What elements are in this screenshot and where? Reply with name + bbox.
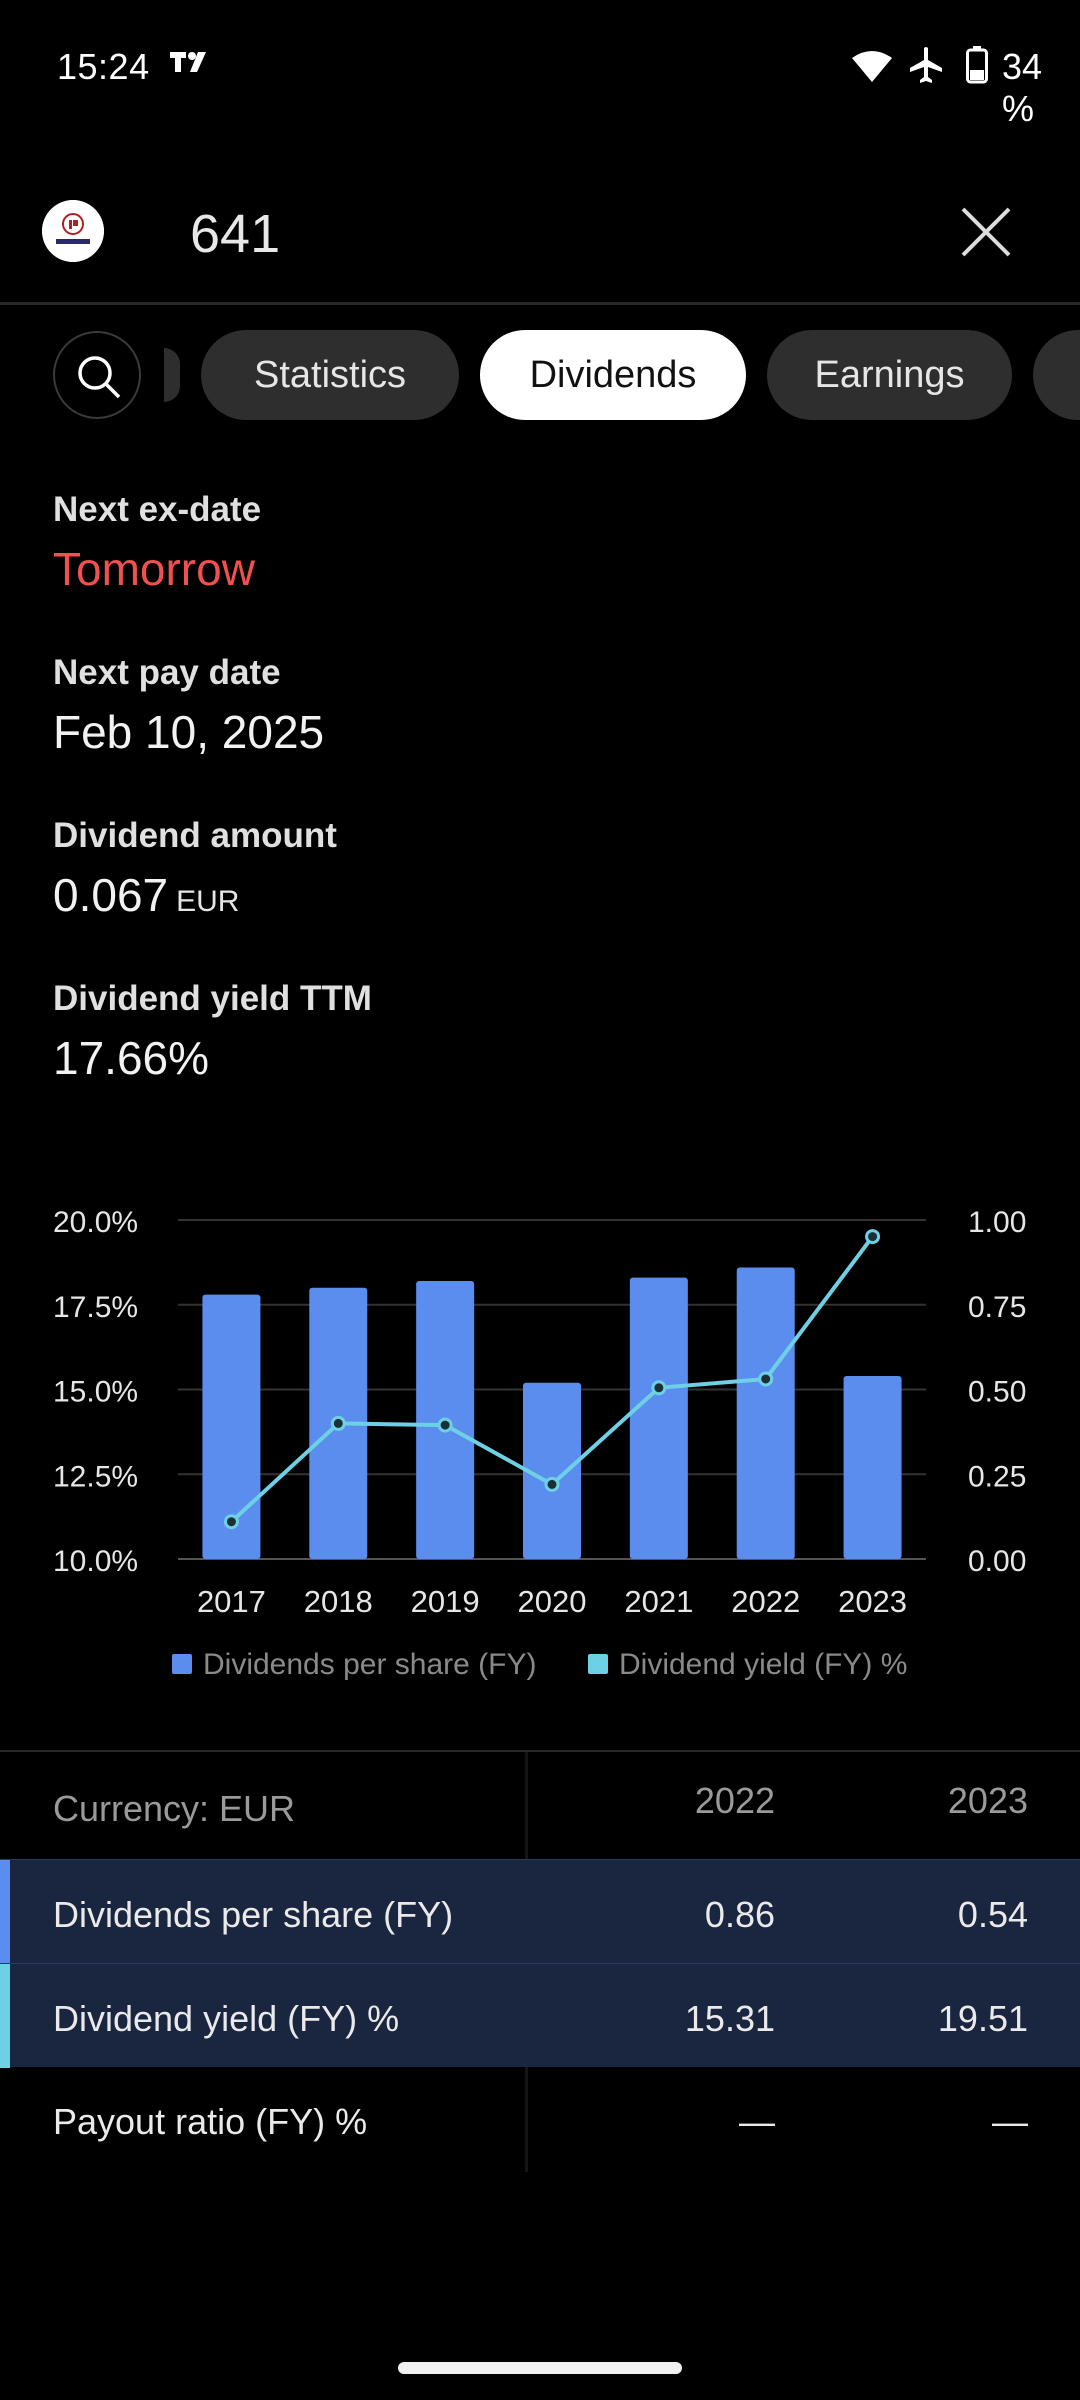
search-button[interactable] — [53, 331, 141, 419]
legend-label: Dividend yield (FY) % — [619, 1648, 907, 1681]
next-pay-date-value: Feb 10, 2025 — [53, 706, 325, 758]
point-dividend-yield — [223, 1514, 239, 1530]
x-tick-label: 2019 — [411, 1584, 480, 1619]
next-pay-date-label: Next pay date — [53, 653, 281, 692]
row-label: Payout ratio (FY) % — [53, 2101, 368, 2142]
year-column-header: 2023 — [947, 1780, 1028, 1821]
dividend-15-logo[interactable] — [42, 200, 104, 262]
tab-label: Earnings — [814, 353, 965, 396]
dividend-amount-unit: EUR — [176, 885, 240, 918]
bar-dividend-per-share — [523, 1382, 581, 1559]
point-dividend-yield — [544, 1476, 560, 1492]
x-tick-label: 2022 — [731, 1584, 800, 1619]
y-right-tick-label: 0.00 — [968, 1545, 1026, 1578]
y-right-tick-label: 0.50 — [968, 1376, 1026, 1409]
year-column-header: 2022 — [694, 1780, 775, 1821]
row-label: Dividend yield (FY) % — [53, 1998, 400, 2039]
x-tick-label: 2017 — [197, 1584, 266, 1619]
tab-next[interactable] — [1033, 330, 1080, 420]
close-button[interactable] — [955, 201, 1017, 263]
home-indicator[interactable] — [398, 2362, 682, 2374]
bar-dividend-per-share — [629, 1277, 688, 1559]
dividend-amount-label: Dividend amount — [53, 816, 337, 855]
symbol-header: 641 — [0, 175, 1080, 305]
legend-label: Dividends per share (FY) — [203, 1648, 536, 1681]
search-icon — [78, 356, 121, 399]
x-tick-label: 2020 — [518, 1584, 587, 1619]
tradingview-icon — [170, 52, 212, 81]
dividend-yield-value: 17.66% — [53, 1032, 210, 1084]
legend-swatch-line — [588, 1654, 608, 1674]
dividend-yield-label: Dividend yield TTM — [53, 979, 372, 1018]
cell-value: — — [739, 2101, 775, 2142]
status-bar: 15:24 — [0, 0, 1080, 135]
series-color-marker — [0, 1860, 10, 1964]
tab-label: Statistics — [253, 353, 407, 396]
row-label: Dividends per share (FY) — [53, 1894, 454, 1935]
bar-dividend-per-share — [202, 1294, 261, 1559]
status-icons: 34 % — [660, 44, 1080, 129]
bar-dividend-per-share — [736, 1267, 795, 1559]
point-dividend-yield — [865, 1229, 881, 1245]
currency-label: Currency: EUR — [53, 1788, 296, 1829]
legend-swatch-bar — [172, 1654, 192, 1674]
ticker-symbol: 641 — [190, 204, 281, 264]
point-dividend-yield — [758, 1371, 774, 1387]
cell-value: 19.51 — [937, 1998, 1028, 2039]
series-color-marker — [0, 1964, 10, 2068]
y-right-tick-label: 0.75 — [968, 1291, 1026, 1324]
bar-dividend-per-share — [843, 1375, 902, 1559]
table-header-row: Currency: EUR 2022 2023 — [0, 1752, 1080, 1859]
point-dividend-yield — [330, 1415, 346, 1431]
dividends-chart[interactable]: 20.0% 17.5% 15.0% 12.5% 10.0% 1.00 0.75 0.50 0.2… — [0, 1190, 1080, 1710]
close-icon — [961, 207, 1011, 257]
airplane-mode-icon — [908, 46, 944, 89]
wifi-icon — [852, 50, 892, 87]
battery-icon — [966, 46, 988, 89]
cell-value: 15.31 — [684, 1998, 775, 2039]
x-tick-label: 2023 — [838, 1584, 907, 1619]
cell-value: 0.86 — [704, 1894, 775, 1935]
status-time: 15:24 — [57, 46, 150, 87]
table-row[interactable]: Dividend yield (FY) % 15.31 19.51 — [0, 1963, 1080, 2068]
table-row[interactable]: Payout ratio (FY) % — — — [0, 2067, 1080, 2171]
dividends-table: Currency: EUR 2022 2023 Dividends per sh… — [0, 1750, 1080, 2180]
y-left-tick-label: 20.0% — [53, 1206, 138, 1239]
dividend-amount-number: 0.067 — [53, 869, 169, 921]
section-tabs: Statistics Dividends Earnings — [0, 330, 1080, 420]
x-tick-label: 2021 — [624, 1584, 693, 1619]
dividend-amount-value: 0.067 EUR — [53, 868, 239, 922]
y-right-tick-label: 0.25 — [968, 1460, 1026, 1493]
point-dividend-yield — [437, 1417, 453, 1433]
tab-earnings[interactable]: Earnings — [767, 330, 1012, 420]
chart-canvas: 20.0% 17.5% 15.0% 12.5% 10.0% 1.00 0.75 0.50 0.2… — [53, 1206, 1026, 1681]
tab-overflow-left[interactable] — [164, 348, 180, 402]
battery-percentage: 34 % — [1002, 46, 1043, 129]
y-left-tick-label: 10.0% — [53, 1545, 138, 1578]
table-row[interactable]: Dividends per share (FY) 0.86 0.54 — [0, 1859, 1080, 1964]
tab-statistics[interactable]: Statistics — [201, 330, 459, 420]
y-left-tick-label: 17.5% — [53, 1291, 138, 1324]
point-dividend-yield — [651, 1380, 667, 1396]
cell-value: — — [992, 2101, 1028, 2142]
tab-dividends[interactable]: Dividends — [480, 330, 746, 420]
y-left-tick-label: 12.5% — [53, 1460, 138, 1493]
tab-label: Dividends — [529, 353, 697, 396]
y-left-tick-label: 15.0% — [53, 1376, 138, 1409]
y-right-tick-label: 1.00 — [968, 1206, 1026, 1239]
x-tick-label: 2018 — [304, 1584, 373, 1619]
next-ex-date-label: Next ex-date — [53, 490, 262, 529]
next-ex-date-value: Tomorrow — [53, 543, 255, 595]
cell-value: 0.54 — [957, 1894, 1028, 1935]
